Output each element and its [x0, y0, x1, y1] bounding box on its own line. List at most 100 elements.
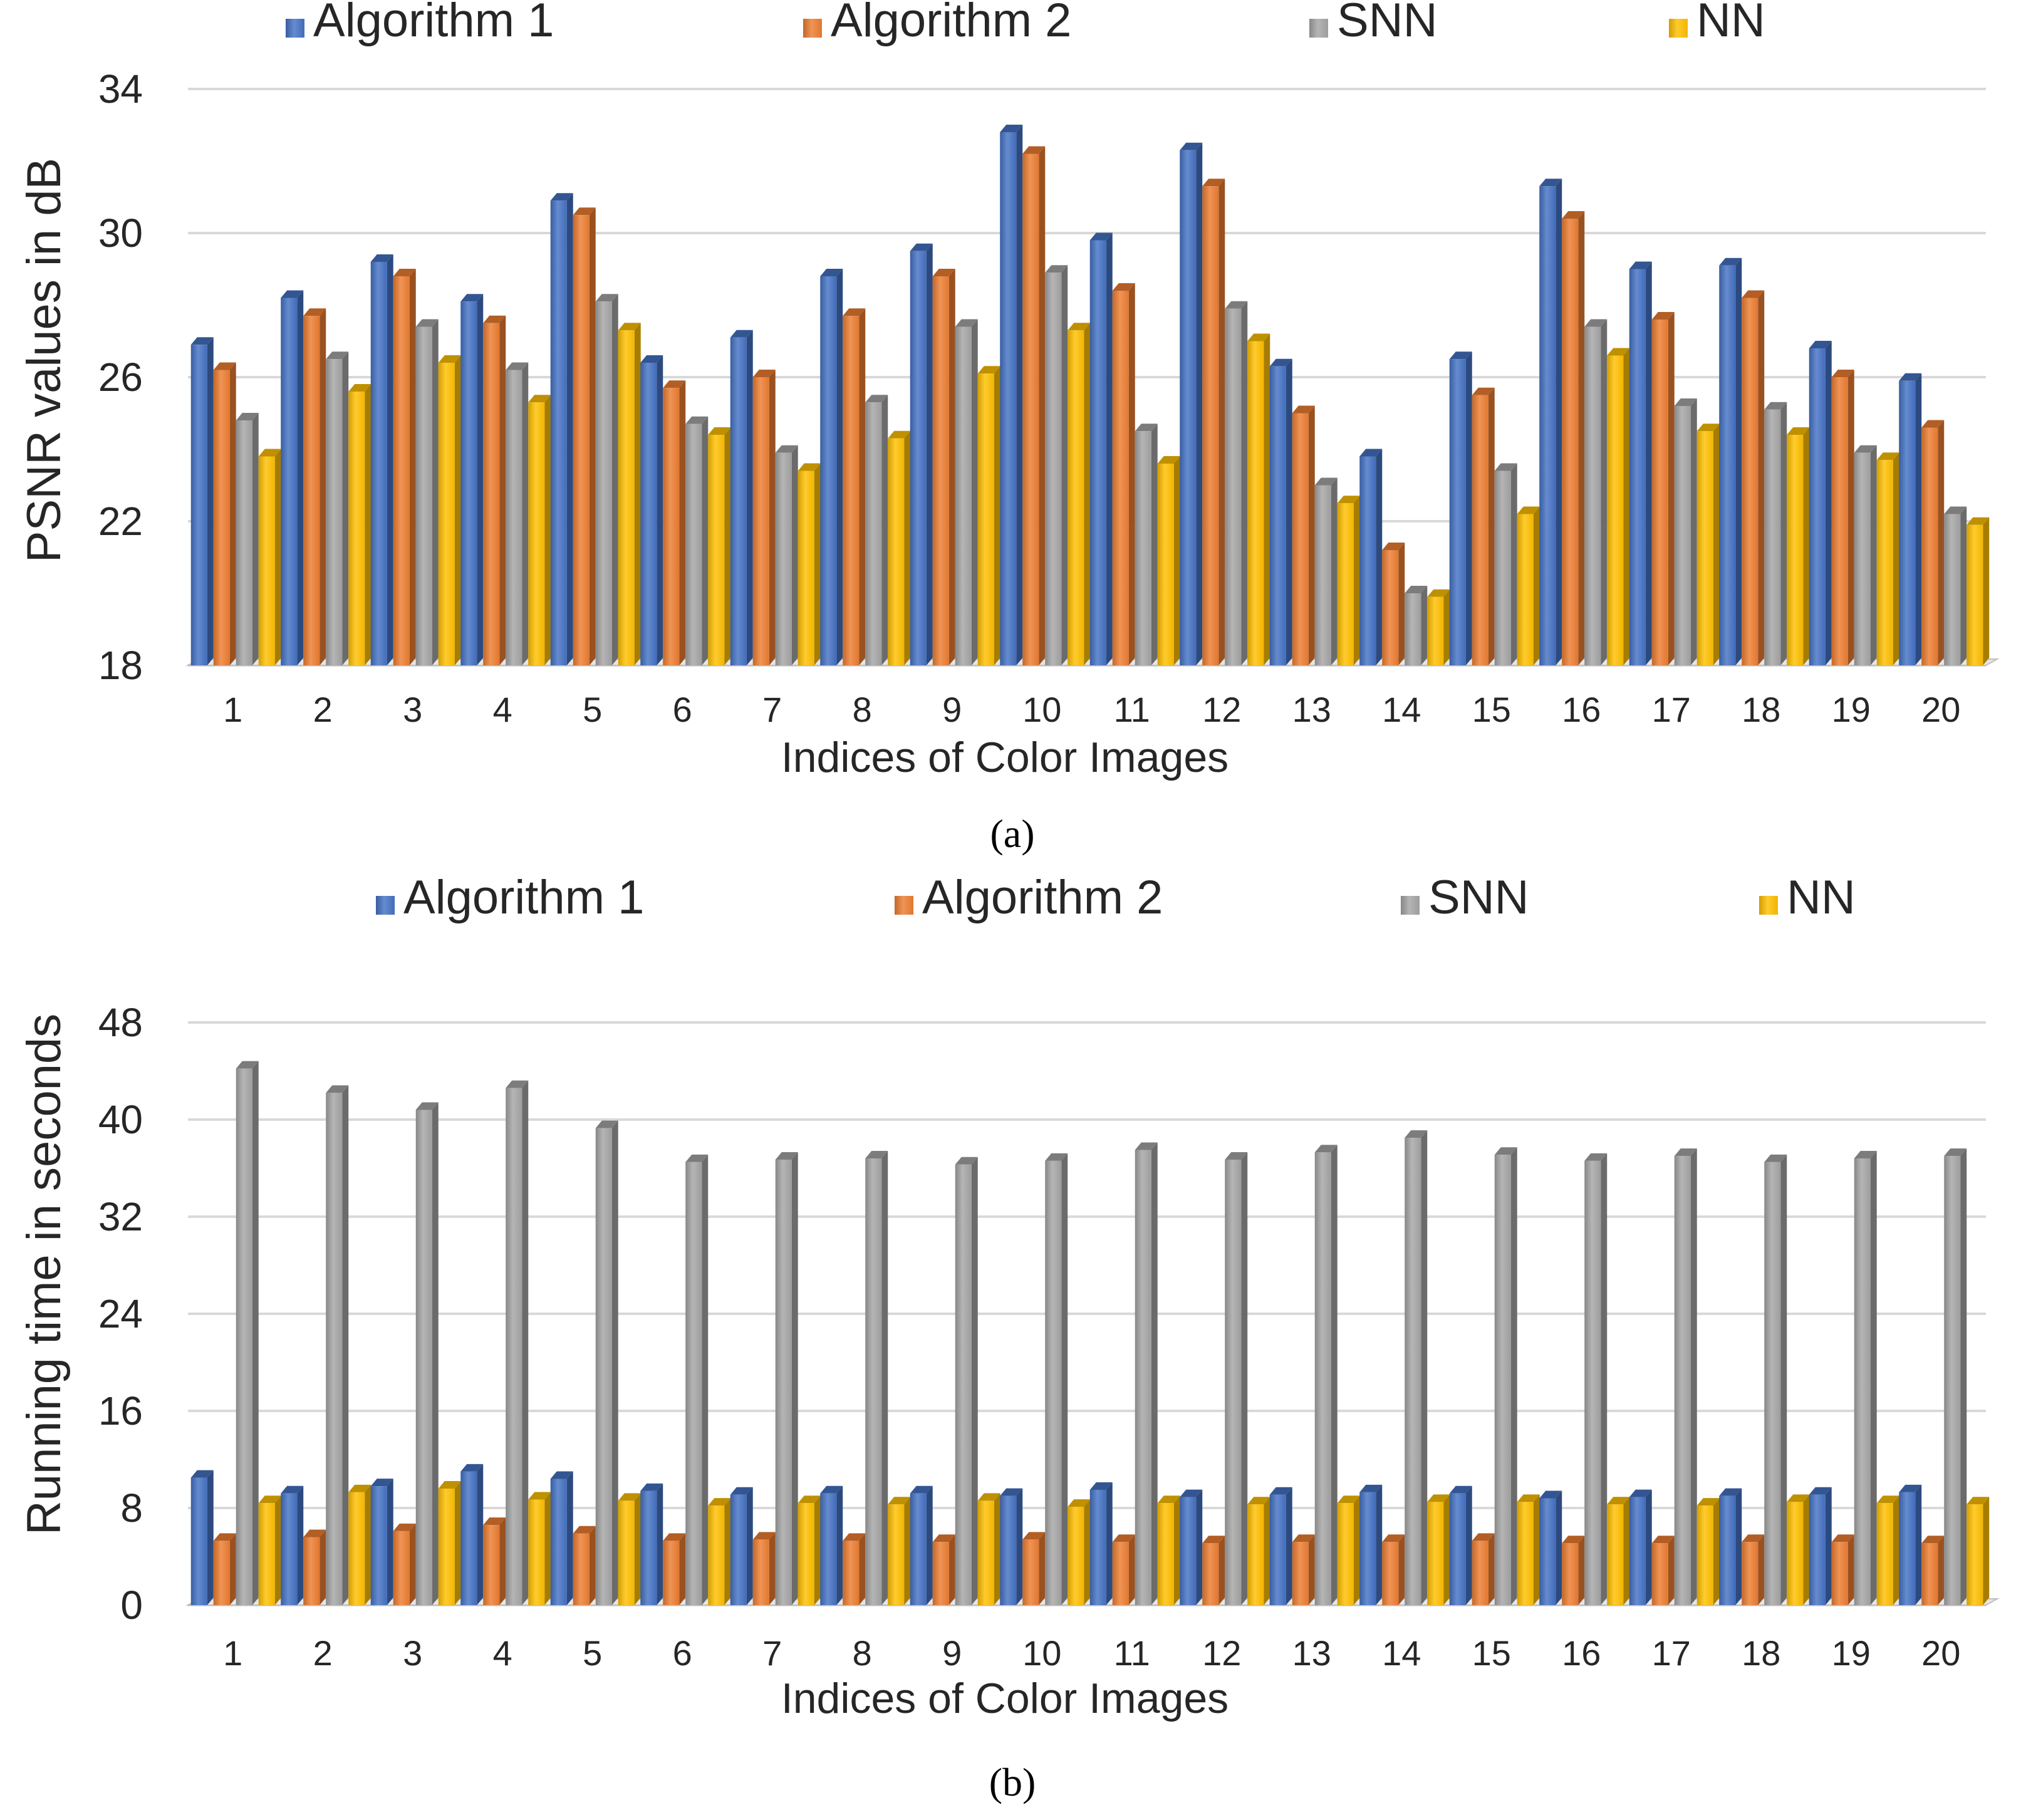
bar	[1921, 1536, 1945, 1605]
bar	[1607, 348, 1630, 665]
x-tick-label: 4	[493, 690, 512, 729]
bar	[1135, 1142, 1158, 1605]
bar	[1180, 1489, 1203, 1605]
bar	[1337, 1495, 1360, 1605]
legend-label: Algorithm 2	[922, 871, 1163, 924]
bar	[1292, 1534, 1315, 1605]
x-tick-label: 14	[1382, 690, 1421, 729]
x-tick-label: 17	[1652, 1633, 1691, 1673]
bar	[1022, 146, 1046, 665]
panel-caption: (b)	[989, 1760, 1036, 1804]
chart-running-time: Algorithm 1 Algorithm 2 SNN NN 081624324048…	[18, 871, 2000, 1804]
x-tick-label: 8	[853, 690, 872, 729]
bar	[1314, 1145, 1338, 1605]
bar	[370, 1479, 393, 1605]
bar	[1696, 1498, 1720, 1605]
bar	[730, 330, 753, 665]
legend-label: NN	[1787, 871, 1856, 924]
y-tick-label: 16	[98, 1388, 143, 1433]
bar	[1157, 456, 1180, 665]
bar	[1629, 1489, 1652, 1605]
bar	[1269, 358, 1292, 665]
bar	[303, 1529, 326, 1605]
bar	[685, 416, 709, 665]
bar	[370, 254, 393, 665]
bar	[1292, 405, 1315, 665]
bar	[236, 413, 259, 665]
y-tick-label: 18	[98, 643, 143, 688]
legend-label: Algorithm 1	[403, 871, 644, 924]
bar	[1359, 1484, 1383, 1605]
y-tick-label: 32	[98, 1194, 143, 1239]
bar	[506, 362, 529, 665]
bar	[1517, 1494, 1540, 1605]
x-tick-label: 12	[1202, 1633, 1241, 1673]
bar	[1944, 506, 1967, 665]
bar	[820, 269, 843, 665]
bar	[1539, 179, 1562, 665]
x-tick-label: 17	[1652, 690, 1691, 729]
bar	[955, 1157, 978, 1605]
bar	[528, 395, 551, 665]
bar	[888, 430, 911, 665]
bar	[1854, 1151, 1877, 1605]
legend-swatch	[1759, 896, 1778, 915]
bar	[977, 1493, 1000, 1605]
x-tick-label: 16	[1562, 690, 1601, 729]
bar	[460, 294, 484, 665]
bar	[640, 355, 663, 665]
bar	[550, 193, 573, 665]
legend-swatch	[895, 896, 913, 915]
x-tick-label: 8	[853, 1633, 872, 1673]
bar	[1449, 351, 1472, 665]
bar	[1045, 1153, 1068, 1605]
y-tick-label: 48	[98, 1000, 143, 1045]
bar	[393, 1523, 416, 1605]
bar	[506, 1080, 529, 1605]
bar	[1382, 543, 1405, 665]
legend-swatch	[1401, 896, 1420, 915]
bar	[685, 1154, 709, 1605]
y-tick-label: 40	[98, 1097, 143, 1142]
bar	[775, 1152, 798, 1605]
bar	[326, 351, 349, 665]
bar	[1764, 1154, 1787, 1605]
bar	[483, 315, 506, 665]
bar	[1629, 261, 1652, 665]
bar	[708, 1498, 731, 1605]
bar	[1269, 1487, 1292, 1605]
bar	[618, 323, 641, 665]
bar	[258, 449, 281, 665]
x-tick-label: 6	[673, 1633, 692, 1673]
bars	[190, 125, 1990, 665]
x-tick-label: 16	[1562, 1633, 1601, 1673]
bar	[1562, 211, 1585, 665]
x-tick-label: 15	[1472, 1633, 1511, 1673]
x-tick-label: 9	[942, 1633, 962, 1673]
bar	[1854, 445, 1877, 665]
legend-swatch	[286, 19, 304, 38]
x-tick-label: 15	[1472, 690, 1511, 729]
x-tick-label: 13	[1292, 690, 1331, 729]
bar	[438, 1481, 461, 1605]
bar	[1899, 373, 1922, 665]
bar	[573, 207, 596, 665]
bar	[1831, 370, 1854, 665]
bar	[190, 337, 214, 665]
y-tick-label: 8	[120, 1485, 143, 1531]
bar	[1674, 398, 1697, 665]
legend-label: Algorithm 2	[831, 0, 1071, 47]
bar	[1719, 1488, 1742, 1605]
bar	[1944, 1148, 1967, 1605]
x-tick-label: 20	[1921, 1633, 1960, 1673]
bar	[1607, 1497, 1630, 1605]
bar	[1068, 1499, 1091, 1605]
bar	[910, 243, 933, 665]
x-tick-label: 18	[1742, 1633, 1780, 1673]
bar	[1651, 312, 1675, 665]
bar	[1651, 1536, 1675, 1605]
bar	[1876, 1495, 1899, 1605]
y-tick-label: 34	[98, 66, 143, 112]
